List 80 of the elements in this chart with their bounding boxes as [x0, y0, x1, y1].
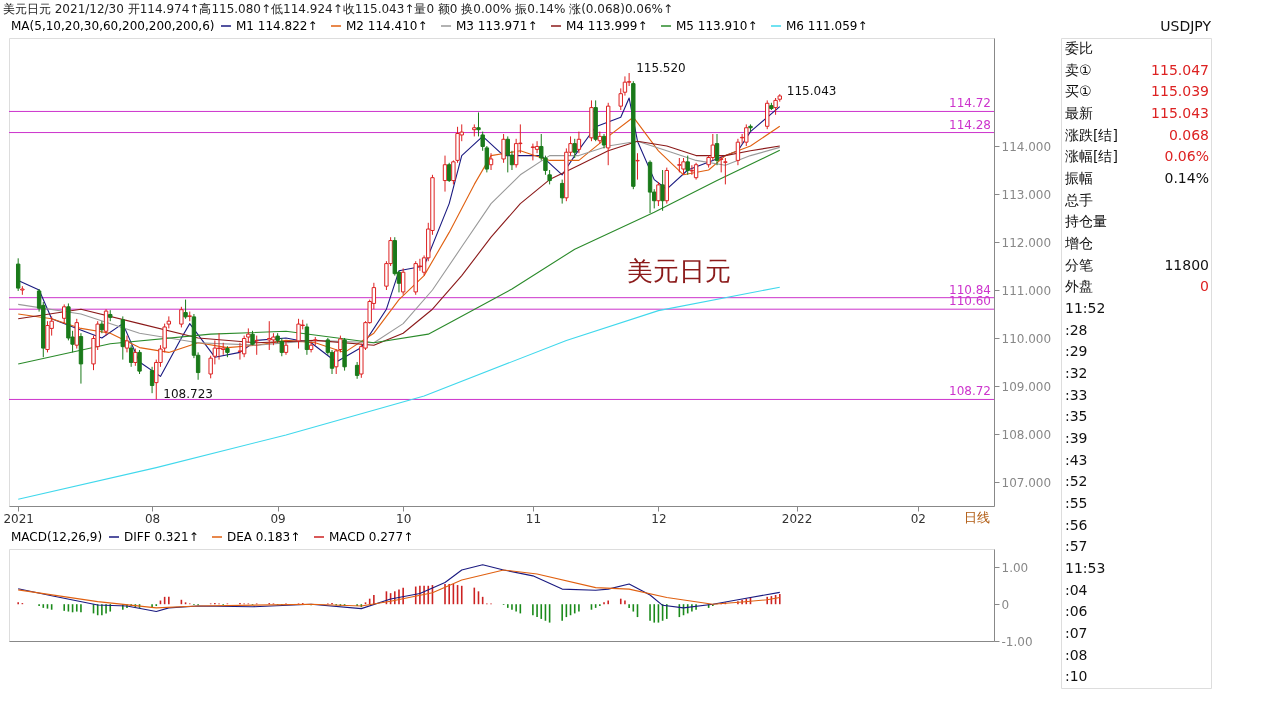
category-label: 外盘 — [1065, 278, 1093, 295]
y-tick-label: 1.00 — [1001, 560, 1029, 575]
category-label: :39 — [1065, 429, 1088, 446]
y-tick-label: 108.000 — [1001, 427, 1052, 442]
category-label: 涨幅[结] — [1065, 148, 1118, 165]
category-label: :56 — [1065, 516, 1088, 533]
ref-line-label: 110.60 — [949, 294, 991, 309]
category-label: :32 — [1065, 364, 1088, 381]
y-tick-label: 113.000 — [1001, 187, 1052, 202]
category-label: 11:52 — [1065, 299, 1106, 316]
x-tick-label: 10 — [396, 511, 412, 526]
ref-line-label: 110.84 — [949, 282, 991, 297]
text: 0.068 — [1168, 126, 1209, 143]
category-label: :28 — [1065, 321, 1088, 338]
category-label: :35 — [1065, 408, 1088, 425]
category-label: :08 — [1065, 646, 1088, 663]
text: 115.043 — [1151, 104, 1209, 121]
x-tick-label: 12 — [651, 511, 667, 526]
x-tick-label: 09 — [270, 511, 286, 526]
category-label: :10 — [1065, 668, 1088, 685]
category-label: 涨跌[结] — [1065, 126, 1118, 143]
category-label: :55 — [1065, 494, 1088, 511]
category-label: :07 — [1065, 624, 1088, 641]
ref-line-label: 114.28 — [949, 117, 991, 132]
text: 0 — [1200, 278, 1209, 295]
category-label: :06 — [1065, 603, 1088, 620]
y-tick-label: 109.000 — [1001, 379, 1052, 394]
x-tick-label: 11 — [525, 511, 542, 526]
category-label: 买① — [1065, 83, 1092, 100]
category-label: 委比 — [1065, 39, 1093, 56]
x-tick-label: 02 — [910, 511, 926, 526]
category-label: :57 — [1065, 538, 1088, 555]
y-tick-label: 112.000 — [1001, 235, 1052, 250]
category-label: 分笔 — [1065, 256, 1093, 273]
legend-label: M1 114.822↑ — [236, 19, 318, 33]
legend-label: M3 113.971↑ — [456, 19, 538, 33]
text: USDJPY — [1160, 18, 1212, 34]
chart-title: 美元日元 2021/12/30 开114.974↑高115.080↑低114.924↑收115.043↑量0 额0 换0.00% 振0.14% 涨(0.068)0.06%↑ — [2, 2, 674, 16]
category-label: :52 — [1065, 473, 1088, 490]
y-tick-label: 107.000 — [1001, 475, 1052, 490]
category-label: :04 — [1065, 581, 1088, 598]
y-tick-label: -1.00 — [1001, 634, 1033, 649]
legend-label: DEA 0.183↑ — [227, 530, 301, 544]
legend-label: M2 114.410↑ — [346, 19, 428, 33]
category-label: :43 — [1065, 451, 1088, 468]
legend-label: DIFF 0.321↑ — [124, 530, 199, 544]
annotation: 115.520 — [636, 61, 686, 76]
text: 0.14% — [1164, 169, 1209, 186]
text: 0.06% — [1164, 148, 1209, 165]
legend-title: MACD(12,26,9) — [11, 530, 103, 544]
category-label: 振幅 — [1065, 169, 1093, 186]
category-label: 总手 — [1064, 191, 1093, 208]
annotation: 108.723 — [163, 387, 213, 402]
category-label: 最新 — [1065, 104, 1093, 121]
text: 115.047 — [1151, 61, 1209, 78]
legend-label: M4 113.999↑ — [566, 19, 648, 33]
annotation: 115.043 — [786, 83, 837, 98]
category-label: 增仓 — [1064, 234, 1093, 251]
text: 11800 — [1164, 256, 1209, 273]
x-tick-label: 08 — [144, 511, 161, 526]
y-tick-label: 110.000 — [1001, 331, 1052, 346]
category-label: 11:53 — [1065, 559, 1106, 576]
ref-line-label: 114.72 — [949, 96, 991, 111]
x-tick-label: 2022 — [781, 511, 813, 526]
category-label: 持仓量 — [1065, 213, 1107, 230]
legend-label: M6 111.059↑ — [786, 19, 868, 33]
ref-line-label: 108.72 — [949, 384, 991, 399]
legend-label: M5 113.910↑ — [676, 19, 758, 33]
y-tick-label: 111.000 — [1001, 283, 1052, 298]
legend-title: MA(5,10,20,30,60,200,200,200,6) — [11, 19, 215, 33]
category-label: 卖① — [1065, 61, 1092, 78]
category-label: :29 — [1065, 343, 1088, 360]
y-tick-label: 114.000 — [1001, 139, 1052, 154]
category-label: :33 — [1065, 386, 1088, 403]
x-tick-label: 2021 — [3, 511, 34, 526]
text: 115.039 — [1151, 83, 1209, 100]
text: 日线 — [964, 510, 990, 525]
y-tick-label: 0 — [1001, 597, 1010, 612]
legend-label: MACD 0.277↑ — [329, 530, 414, 544]
annotation: 美元日元 — [626, 256, 731, 286]
